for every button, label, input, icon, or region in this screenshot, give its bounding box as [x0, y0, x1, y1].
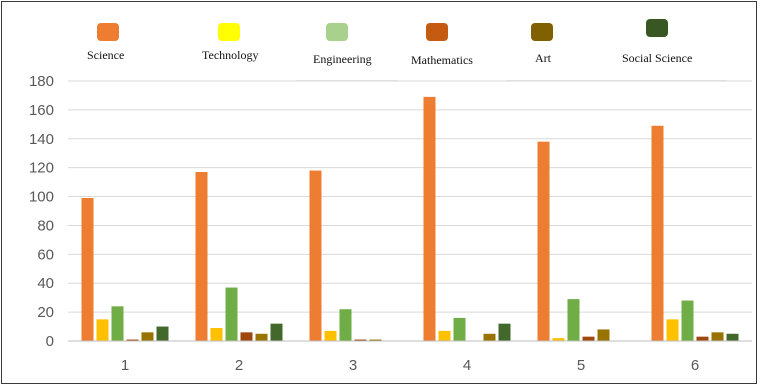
bar-mathematics-1	[126, 339, 139, 341]
x-tick-label: 5	[577, 357, 585, 374]
bar-art-6	[711, 332, 724, 341]
x-tick-label: 4	[463, 357, 471, 374]
legend-swatch-technology	[218, 23, 240, 41]
x-tick-label: 1	[121, 357, 129, 374]
y-tick-label: 20	[37, 304, 54, 321]
bar-art-4	[483, 333, 496, 341]
y-tick-label: 100	[29, 189, 54, 206]
y-tick-label: 120	[29, 160, 54, 177]
legend-swatch-art	[531, 23, 553, 41]
y-tick-label: 160	[29, 102, 54, 119]
bar-social-science-2	[270, 323, 283, 341]
bar-art-5	[597, 329, 610, 341]
bar-social-science-6	[726, 333, 739, 341]
bar-science-3	[309, 170, 322, 341]
legend-label-engineering: Engineering	[313, 52, 372, 66]
axes: 0 20 40 60 80 100 120 140 160 180 1 2 3 4 5 6	[29, 73, 752, 374]
bar-social-science-4	[498, 323, 511, 341]
y-tick-label: 60	[37, 246, 54, 263]
x-tick-label: 2	[235, 357, 243, 374]
bar-art-3	[369, 339, 382, 341]
y-tick-label: 0	[46, 333, 54, 350]
bar-science-2	[195, 172, 208, 341]
legend-label-science: Science	[87, 48, 125, 62]
legend-label-social-science: Social Science	[622, 51, 693, 65]
bar-technology-2	[210, 328, 223, 341]
bar-engineering-2	[225, 287, 238, 341]
bar-science-5	[537, 141, 550, 341]
legend-label-art: Art	[535, 51, 551, 65]
legend-swatch-engineering	[326, 23, 348, 41]
x-tick-label: 3	[349, 357, 357, 374]
bar-engineering-4	[453, 317, 466, 341]
bars	[81, 96, 739, 342]
bar-technology-5	[552, 338, 565, 341]
legend-swatch-social-science	[646, 19, 668, 37]
y-tick-label: 180	[29, 73, 54, 90]
bar-mathematics-5	[582, 336, 595, 341]
bar-engineering-5	[567, 299, 580, 341]
legend-swatch-mathematics	[426, 23, 448, 41]
bar-mathematics-2	[240, 332, 253, 341]
bar-science-1	[81, 198, 94, 341]
y-tick-label: 80	[37, 217, 54, 234]
legend-label-mathematics: Mathematics	[411, 53, 473, 67]
bar-engineering-1	[111, 306, 124, 341]
legend-label-technology: Technology	[202, 48, 259, 62]
bar-mathematics-6	[696, 336, 709, 341]
bar-technology-4	[438, 330, 451, 341]
bar-technology-3	[324, 330, 337, 341]
bar-engineering-6	[681, 300, 694, 341]
y-tick-label: 40	[37, 275, 54, 292]
bar-art-2	[255, 333, 268, 341]
bar-technology-6	[666, 319, 679, 341]
bar-art-1	[141, 332, 154, 341]
y-tick-label: 140	[29, 131, 54, 148]
bar-science-4	[423, 96, 436, 341]
bar-social-science-1	[156, 326, 169, 341]
bar-technology-1	[96, 319, 109, 341]
gridlines	[68, 80, 752, 313]
legend-swatch-science	[97, 23, 119, 41]
bar-engineering-3	[339, 309, 352, 341]
bar-mathematics-3	[354, 339, 367, 341]
x-tick-label: 6	[691, 357, 699, 374]
bar-science-6	[651, 125, 664, 342]
